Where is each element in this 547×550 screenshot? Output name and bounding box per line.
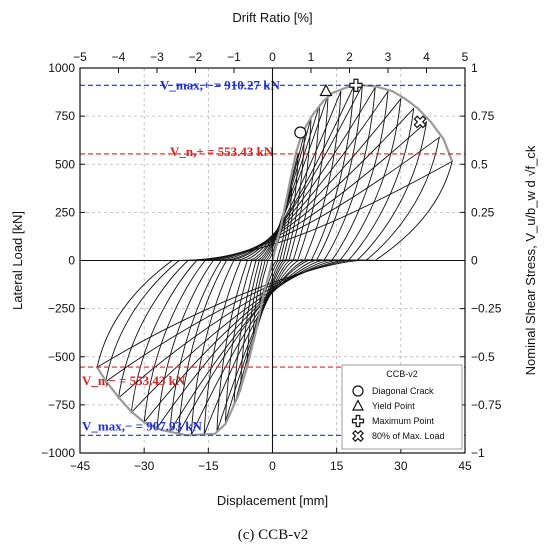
right-tick-label: −0.75 (471, 398, 502, 412)
top-axis-label: Drift Ratio [%] (232, 10, 312, 25)
envelope-positive (271, 84, 454, 261)
envelope-negative (96, 260, 274, 437)
x-tick-label: 30 (394, 459, 408, 473)
right-axis-label: Nominal Shear Stress, V_u/b_w d √f_ck (523, 145, 538, 375)
top-tick-label: 5 (462, 50, 469, 64)
marker-cross (413, 115, 427, 129)
y-tick-label: −1000 (41, 446, 75, 460)
y-tick-label: 250 (55, 205, 75, 219)
top-tick-label: 3 (385, 50, 392, 64)
cross-shape (413, 115, 427, 129)
right-tick-label: 0.5 (471, 157, 488, 171)
legend-marker-circle (352, 385, 364, 397)
legend-entry-label: Maximum Point (372, 416, 435, 426)
legend-entry-label: Diagonal Crack (372, 386, 434, 396)
reference-line-label: V_n,+ = 553.43 kN (170, 144, 274, 159)
right-tick-label: 0 (471, 254, 478, 268)
marker-plus (349, 78, 363, 92)
top-tick-label: 2 (346, 50, 353, 64)
top-tick-label: −2 (189, 50, 203, 64)
top-tick-label: −1 (227, 50, 241, 64)
y-tick-label: 1000 (48, 61, 75, 75)
legend: CCB-v2 Diagonal Crack Yield Point Maximum P… (341, 364, 463, 450)
marker-circle (294, 126, 307, 139)
legend-entry-label: 80% of Max. Load (372, 431, 445, 441)
legend-marker-cross (352, 430, 364, 442)
y-tick-label: −250 (48, 302, 75, 316)
legend-title: CCB-v2 (386, 369, 418, 379)
y-axis-label: Lateral Load [kN] (10, 211, 25, 310)
right-tick-label: −0.25 (471, 302, 502, 316)
y-tick-label: −750 (48, 398, 75, 412)
right-tick-label: −1 (471, 446, 485, 460)
reference-line-label: V_n,− = 553.43 kN (82, 373, 186, 388)
legend-marker-triangle (352, 399, 364, 411)
x-tick-label: −30 (134, 459, 155, 473)
reference-line-label: V_max,+ = 910.27 kN (160, 77, 281, 92)
y-tick-label: 0 (68, 254, 75, 268)
y-tick-label: 750 (55, 109, 75, 123)
top-tick-label: 4 (423, 50, 430, 64)
right-tick-label: −0.5 (471, 350, 495, 364)
right-tick-label: 0.75 (471, 109, 495, 123)
legend-entry-label: Yield Point (372, 401, 415, 411)
top-tick-label: −5 (73, 50, 87, 64)
top-tick-label: −3 (150, 50, 164, 64)
x-tick-label: 0 (269, 459, 276, 473)
top-tick-label: 1 (308, 50, 315, 64)
figure-caption: (c) CCB-v2 (238, 527, 308, 543)
legend-marker-plus (351, 414, 365, 428)
reference-line-label: V_max,− = 907.93 kN (82, 418, 203, 433)
y-tick-label: 500 (55, 157, 75, 171)
marker-triangle (319, 83, 333, 97)
tick-labels: −45 −30 −15 0 15 30 45−5 −4 −3 −2 −1 0 1 2 3 4 5−1000−75… (41, 50, 501, 473)
x-tick-label: 45 (458, 459, 472, 473)
x-tick-label: −15 (198, 459, 219, 473)
y-tick-label: −500 (48, 350, 75, 364)
right-tick-label: 1 (471, 61, 478, 75)
axes (79, 67, 466, 454)
x-tick-label: −45 (70, 459, 91, 473)
top-tick-label: 0 (269, 50, 276, 64)
cross-shape (352, 430, 364, 442)
right-tick-label: 0.25 (471, 205, 495, 219)
x-tick-label: 15 (330, 459, 344, 473)
x-axis-label: Displacement [mm] (217, 493, 328, 508)
top-tick-label: −4 (112, 50, 126, 64)
markers (294, 78, 427, 139)
